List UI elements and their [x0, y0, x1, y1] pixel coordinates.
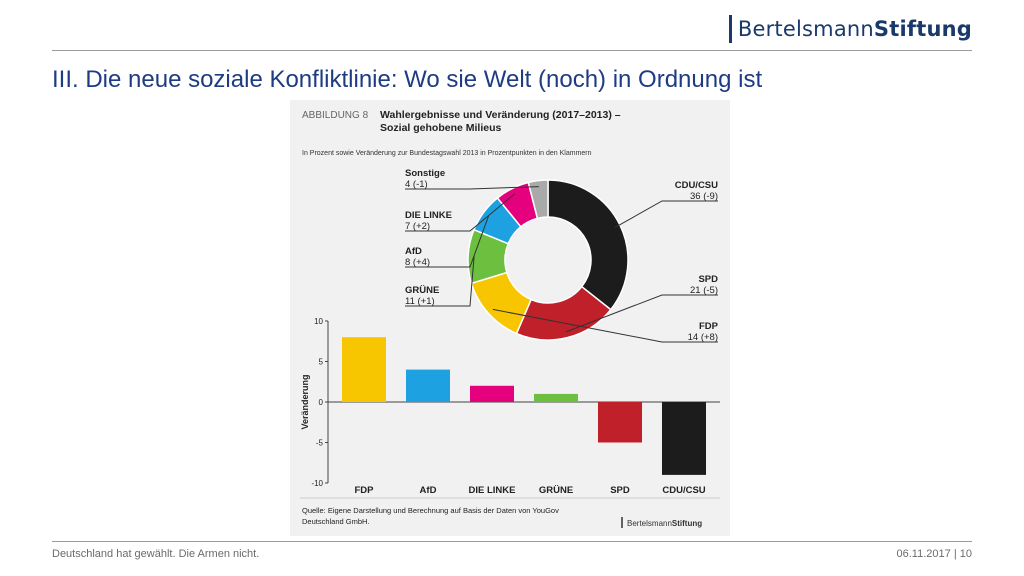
bar-chart: 10 5 0 -5 -10 Veränderung FDP AfD DIE LINKE GRÜNE… [300, 317, 720, 496]
logo-light: Bertelsmann [737, 17, 874, 41]
figure-subtitle: In Prozent sowie Veränderung zur Bundest… [302, 150, 592, 157]
slice-value-fdp: 14 (+8) [688, 332, 718, 343]
slice-label-die-linke: DIE LINKE [405, 210, 452, 221]
leader-line-fdp [492, 308, 718, 343]
leader-line-gr-ne [405, 256, 475, 307]
slice-value-sonstige: 4 (-1) [405, 179, 428, 190]
leader-line-cdu-csu [614, 200, 718, 229]
donut-slice-sonstige [527, 179, 549, 220]
logo-bar [728, 15, 732, 43]
x-tick-label-die-linke: DIE LINKE [469, 485, 516, 496]
x-tick-label-spd: SPD [610, 485, 630, 496]
y-axis-label: Veränderung [300, 374, 310, 429]
bertelsmann-logo: BertelsmannStiftung [728, 14, 972, 44]
leader-line-spd [566, 294, 718, 333]
slice-value-spd: 21 (-5) [690, 285, 718, 296]
figure-title-line1: Wahlergebnisse und Veränderung (2017–201… [380, 109, 621, 121]
y-tick-label: 0 [319, 398, 324, 407]
y-tick-label: -5 [316, 439, 324, 448]
footer-divider [52, 541, 972, 542]
footer-date-page: 06.11.2017 | 10 [897, 548, 972, 560]
slice-label-cdu-csu: CDU/CSU [675, 180, 718, 191]
figure-title-line2: Sozial gehobene Milieus [380, 122, 502, 134]
small-logo-light: Bertelsmann [627, 519, 672, 528]
bar-afd [406, 369, 450, 402]
slice-label-sonstige: Sonstige [405, 168, 445, 179]
slice-value-die-linke: 7 (+2) [405, 221, 430, 232]
logo-bold: Stiftung [873, 17, 972, 41]
y-tick-label: 10 [314, 317, 323, 326]
figure-label: ABBILDUNG 8 [302, 110, 369, 121]
chart-svg: ABBILDUNG 8 Wahlergebnisse und Veränderu… [300, 109, 720, 528]
x-tick-label-afd: AfD [420, 485, 437, 496]
x-tick-label-gr-ne: GRÜNE [539, 485, 573, 496]
footer-text: Deutschland hat gewählt. Die Armen nicht… [52, 548, 260, 560]
bar-cdu-csu [662, 402, 706, 475]
slice-label-fdp: FDP [699, 321, 719, 332]
logo-text: BertelsmannStiftung [738, 17, 972, 41]
slice-value-gr-ne: 11 (+1) [405, 296, 435, 307]
slice-label-spd: SPD [698, 274, 718, 285]
slice-label-afd: AfD [405, 246, 422, 257]
footer-date: 06.11.2017 [896, 548, 951, 560]
small-logo-text: BertelsmannStiftung [627, 519, 702, 528]
small-logo-bold: Stiftung [672, 519, 702, 528]
leader-line-sonstige [405, 186, 539, 190]
bar-gr-ne [534, 393, 578, 402]
slice-label-gr-ne: GRÜNE [405, 285, 439, 296]
header-divider [52, 50, 972, 51]
donut-slice-cdu-csu [547, 179, 629, 311]
bar-die-linke [470, 385, 514, 402]
bar-spd [598, 402, 642, 443]
y-tick-label: 5 [319, 358, 324, 367]
x-tick-label-cdu-csu: CDU/CSU [662, 485, 705, 496]
slice-value-cdu-csu: 36 (-9) [690, 191, 718, 202]
slice-value-afd: 8 (+4) [405, 257, 430, 268]
chart-figure: ABBILDUNG 8 Wahlergebnisse und Veränderu… [290, 100, 730, 536]
y-tick-label: -10 [311, 479, 323, 488]
source-line2: Deutschland GmbH. [302, 517, 370, 526]
source-line1: Quelle: Eigene Darstellung und Berechnun… [302, 506, 559, 515]
footer-separator: | [953, 548, 957, 560]
x-tick-label-fdp: FDP [355, 485, 375, 496]
leader-line-afd [405, 215, 490, 268]
bar-fdp [342, 337, 386, 402]
leader-line-die-linke [405, 193, 516, 232]
slide-title: III. Die neue soziale Konfliktlinie: Wo … [52, 66, 763, 93]
page-number: 10 [959, 548, 972, 560]
